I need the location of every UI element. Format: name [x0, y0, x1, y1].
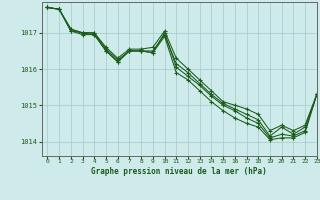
X-axis label: Graphe pression niveau de la mer (hPa): Graphe pression niveau de la mer (hPa) [91, 167, 267, 176]
